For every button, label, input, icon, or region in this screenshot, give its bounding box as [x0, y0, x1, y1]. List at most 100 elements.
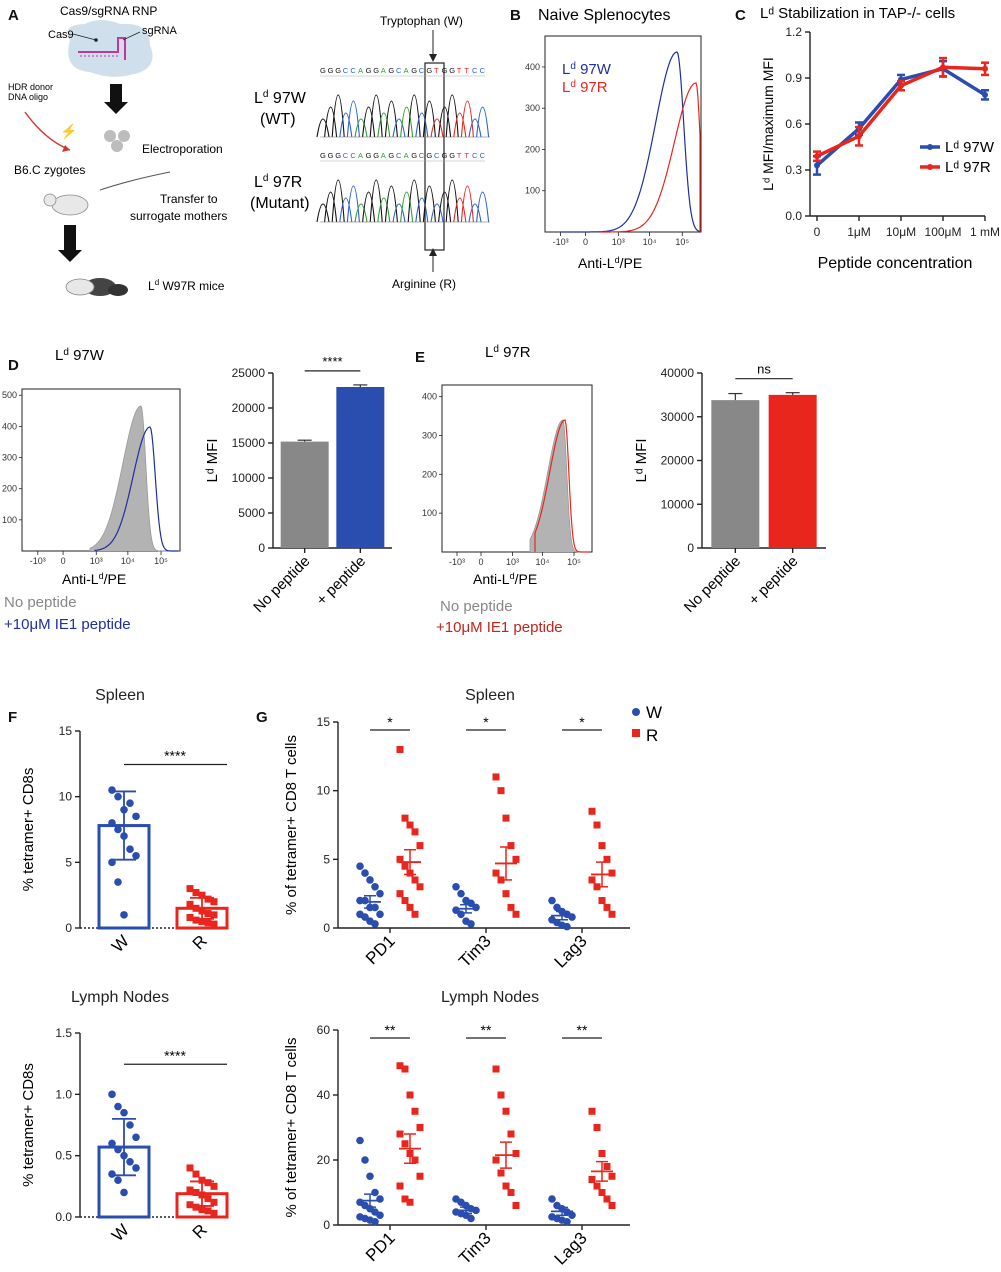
data-point	[598, 842, 606, 850]
xtick-label: 1 mM	[970, 225, 1000, 239]
trace-peak	[400, 106, 414, 138]
data-point	[192, 889, 200, 897]
base-letter: G	[388, 66, 394, 75]
mice-label: Ld W97R mice	[148, 278, 225, 293]
ytick-label: 15	[317, 715, 331, 729]
ytick-label: 200	[422, 469, 437, 479]
data-point	[411, 876, 419, 884]
histogram-plus-peptide-e	[534, 419, 590, 553]
trace-peak	[400, 191, 414, 223]
ytick-label: 1.2	[785, 25, 802, 39]
ytick-label: 100	[2, 515, 17, 525]
data-point	[603, 855, 611, 863]
category-label: No peptide	[681, 553, 744, 616]
ytick-label: 100	[525, 186, 540, 196]
data-point	[507, 842, 515, 850]
histogram-97r	[600, 82, 701, 233]
data-point	[467, 920, 475, 928]
trace-peak	[354, 118, 368, 138]
category-label: R	[189, 1220, 211, 1242]
base-letter: T	[457, 66, 462, 75]
data-point	[120, 832, 128, 840]
base-letter: A	[404, 151, 409, 160]
data-point	[396, 1182, 404, 1190]
line-chart: 0.0 0.3 0.6 0.9 1.2 0 1μM 10μM 100μM 1 mM Lᵈ 97W Lᵈ…	[760, 25, 1000, 272]
significance-label: ****	[322, 354, 342, 369]
ytick-label: 0	[65, 921, 72, 935]
hdr-label-1: HDR donor	[8, 82, 53, 92]
data-point	[406, 1198, 414, 1206]
data-point	[192, 1170, 200, 1178]
data-point	[598, 1189, 606, 1196]
data-point	[588, 876, 596, 884]
y-axis-label: % of tetramer+ CD8 T cells	[283, 735, 300, 915]
panel-e-legend-2: +10μM IE1 peptide	[436, 619, 563, 636]
histogram-no-peptide-e	[529, 419, 590, 553]
base-letter: A	[404, 66, 409, 75]
data-point	[593, 1182, 601, 1190]
trace-peak	[430, 203, 444, 223]
electroporation-label: Electroporation	[142, 142, 223, 156]
hdr-label-2: DNA oligo	[8, 92, 48, 102]
ytick-label: 15000	[232, 436, 266, 450]
panel-e-letter: E	[415, 349, 425, 366]
data-point	[120, 806, 128, 814]
y-axis-label: % tetramer+ CD8s	[20, 1063, 37, 1187]
panel-f-spleen-title: Spleen	[95, 687, 145, 704]
data-point	[108, 786, 116, 794]
data-point	[114, 1145, 122, 1154]
ytick-label: 40000	[661, 366, 695, 380]
y-axis-label: Lᵈ MFI	[204, 439, 221, 483]
data-point	[548, 896, 556, 905]
panel-d-letter: D	[8, 357, 19, 374]
xtick-label: 10³	[612, 237, 625, 247]
panel-e: E Ld 97R 100 200 300 400 -10³ 0 10³ 10⁴ 10⁵ Ant…	[415, 344, 826, 636]
panel-f-letter: F	[8, 709, 17, 726]
base-letter: T	[457, 151, 462, 160]
panel-d-legend-2: +10μM IE1 peptide	[4, 616, 131, 633]
data-point	[416, 842, 424, 850]
xtick-label: -10³	[449, 557, 465, 567]
data-point	[608, 869, 616, 877]
data-point	[126, 799, 134, 808]
trace-peak	[430, 118, 444, 138]
ytick-label: 60	[317, 1023, 331, 1037]
data-point	[588, 1107, 596, 1115]
trace-peak	[438, 106, 452, 138]
trace-peak	[369, 179, 383, 223]
panel-e-xlabel: Anti-Ld/PE	[473, 571, 537, 587]
legend-w-label: W	[646, 703, 662, 722]
base-letter: G	[373, 151, 379, 160]
trace-peak	[384, 100, 398, 138]
base-letter: G	[366, 151, 372, 160]
data-point	[814, 153, 820, 160]
trace-peak	[346, 100, 360, 138]
ytick-label: 0	[323, 1218, 330, 1232]
trace-peak	[445, 179, 459, 223]
data-point	[356, 1136, 364, 1145]
data-point	[553, 903, 561, 912]
data-point	[186, 885, 194, 893]
data-point	[210, 911, 218, 919]
base-letter: G	[373, 66, 379, 75]
data-point	[940, 64, 946, 71]
base-letter: A	[358, 66, 363, 75]
trace-peak	[331, 179, 345, 223]
data-point	[411, 910, 419, 918]
data-point	[108, 1170, 116, 1178]
ytick-label: 1.5	[55, 1026, 72, 1040]
xtick-label: 10⁵	[675, 237, 689, 247]
base-letter: A	[358, 151, 363, 160]
data-point	[204, 1195, 212, 1203]
data-point	[361, 896, 369, 905]
ytick-label: 300	[2, 453, 17, 463]
data-point	[132, 851, 140, 860]
data-point	[497, 1091, 505, 1099]
category-label: No peptide	[250, 553, 313, 616]
base-letter: A	[381, 66, 386, 75]
trace-peak	[339, 197, 353, 223]
data-point	[982, 65, 988, 72]
panel-b-title: Naive Splenocytes	[538, 7, 671, 24]
data-point	[371, 883, 379, 891]
